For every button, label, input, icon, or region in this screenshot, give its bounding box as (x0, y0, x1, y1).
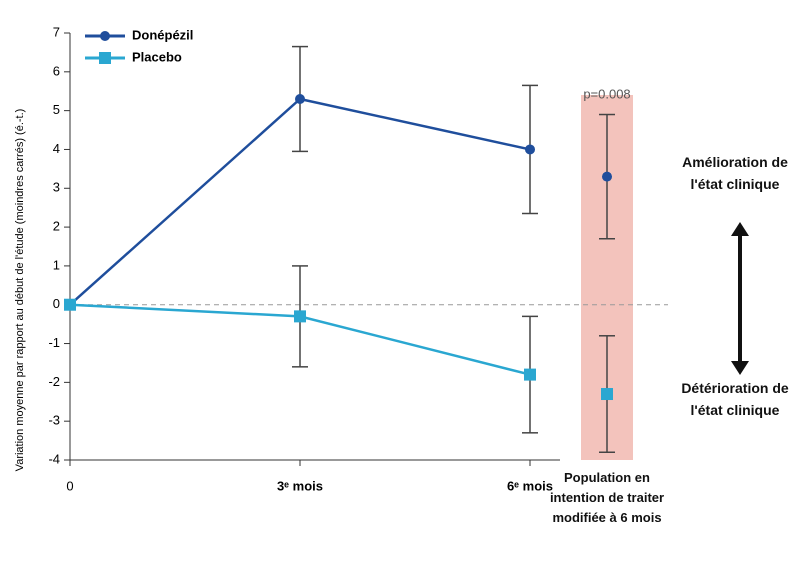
y-tick-label: 6 (53, 63, 60, 78)
y-tick-label: -3 (48, 413, 60, 428)
marker (525, 144, 535, 155)
legend-label: Placebo (132, 49, 182, 64)
p-value: p=0.008 (583, 86, 630, 101)
marker (602, 171, 612, 182)
legend-marker (100, 31, 110, 41)
arrow-head (731, 222, 749, 236)
y-tick-label: 0 (53, 296, 60, 311)
legend-marker (99, 52, 111, 64)
arrow-head (731, 361, 749, 375)
y-tick-label: -1 (48, 335, 60, 350)
y-tick-label: 4 (53, 141, 60, 156)
y-tick-label: -4 (48, 451, 60, 466)
marker (64, 298, 76, 311)
marker (601, 388, 613, 401)
y-tick-label: 1 (53, 257, 60, 272)
marker (294, 310, 306, 323)
x-tick-label: 0 (66, 478, 73, 493)
x-tick-label: 6ᵉ mois (507, 478, 553, 493)
y-tick-label: -2 (48, 374, 60, 389)
y-tick-label: 5 (53, 102, 60, 117)
y-tick-label: 2 (53, 219, 60, 234)
x-tick-label: Population en intention de traiter modif… (549, 470, 665, 525)
annotation: Détérioration de l'état clinique (681, 380, 789, 418)
marker (295, 93, 305, 104)
marker (524, 368, 536, 381)
x-tick-label: 3ᵉ mois (277, 478, 323, 493)
legend-label: Donépézil (132, 27, 193, 42)
annotation: Amélioration de l'état clinique (682, 154, 788, 192)
y-axis-label: Variation moyenne par rapport au début d… (14, 109, 26, 472)
y-tick-label: 3 (53, 180, 60, 195)
y-tick-label: 7 (53, 24, 60, 39)
